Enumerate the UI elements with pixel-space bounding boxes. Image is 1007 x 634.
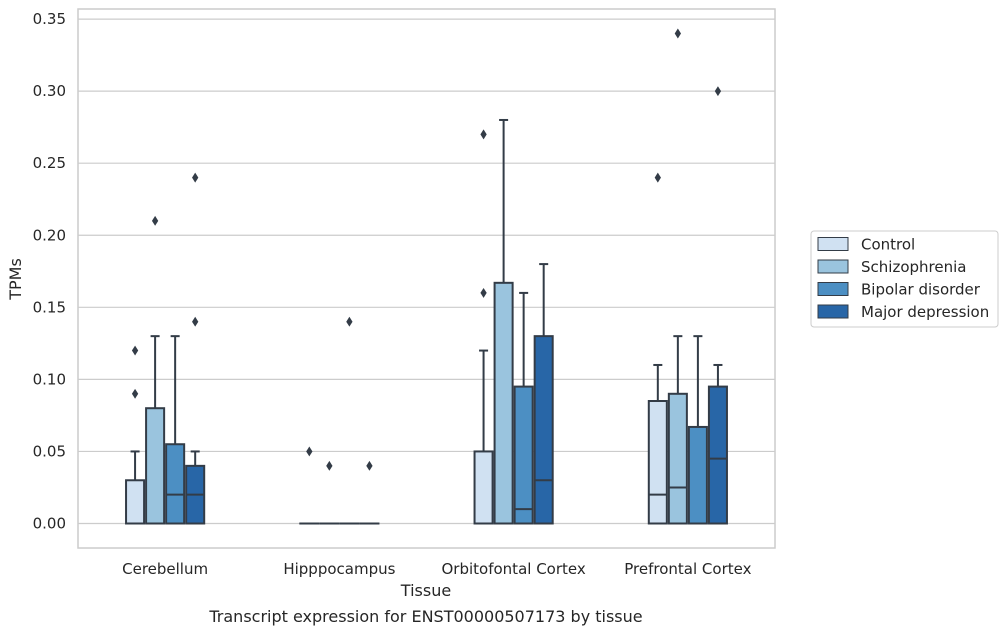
legend-frame bbox=[810, 230, 999, 328]
outlier-point bbox=[192, 316, 199, 327]
box bbox=[707, 385, 728, 525]
outlier-point bbox=[366, 460, 373, 471]
box bbox=[513, 385, 534, 525]
y-tick-label: 0.30 bbox=[33, 82, 66, 100]
x-tick-label: Orbitofontal Cortex bbox=[442, 560, 586, 578]
box bbox=[667, 392, 688, 525]
box bbox=[493, 281, 514, 525]
x-tick-label: Cerebellum bbox=[122, 560, 208, 578]
y-tick-label: 0.20 bbox=[33, 226, 66, 244]
legend-swatch bbox=[817, 304, 849, 319]
y-tick-label: 0.10 bbox=[33, 370, 66, 388]
legend-swatch bbox=[817, 282, 849, 296]
y-tick-label: 0.00 bbox=[33, 515, 66, 533]
legend-label: Bipolar disorder bbox=[861, 281, 981, 299]
outlier-point bbox=[714, 86, 722, 97]
box bbox=[473, 450, 494, 525]
outlier-point bbox=[151, 215, 159, 226]
outlier-point bbox=[480, 287, 487, 298]
y-axis-label: TPMs bbox=[6, 258, 25, 301]
legend-label: Major depression bbox=[861, 303, 989, 321]
outlier-point bbox=[131, 388, 139, 399]
x-tick-label: Prefrontal Cortex bbox=[624, 560, 751, 578]
outlier-point bbox=[192, 172, 199, 183]
box bbox=[687, 425, 708, 525]
y-tick-label: 0.05 bbox=[33, 442, 66, 460]
x-tick-label: Hipppocampus bbox=[283, 560, 395, 578]
outlier-point bbox=[346, 316, 353, 327]
y-tick-label: 0.15 bbox=[33, 298, 66, 316]
outlier-point bbox=[654, 172, 661, 183]
outlier-point bbox=[306, 446, 313, 457]
legend: Control Schizophrenia Bipolar disorder Majo… bbox=[810, 230, 999, 328]
x-axis-label: Tissue bbox=[400, 581, 451, 600]
legend-label: Control bbox=[861, 236, 915, 254]
box bbox=[125, 479, 146, 525]
outlier-point bbox=[480, 129, 487, 140]
box bbox=[145, 407, 166, 525]
outlier-point bbox=[131, 345, 139, 356]
legend-swatch bbox=[817, 259, 849, 274]
box bbox=[533, 335, 554, 525]
y-tick-label: 0.35 bbox=[33, 10, 66, 28]
y-tick-label: 0.25 bbox=[33, 154, 66, 172]
legend-label: Schizophrenia bbox=[861, 258, 966, 276]
x-axis-ticks: Cerebellum Hipppocampus Orbitofontal Corte… bbox=[122, 560, 751, 578]
box bbox=[647, 400, 668, 525]
box-plot-marks bbox=[125, 28, 728, 525]
legend-swatch bbox=[817, 237, 849, 251]
plot-frame bbox=[77, 8, 776, 549]
outlier-point bbox=[326, 460, 333, 471]
y-axis-ticks: 0.00 0.05 0.10 0.15 0.20 0.25 0.30 0.35 bbox=[33, 10, 66, 532]
box bbox=[165, 443, 186, 525]
outlier-point bbox=[674, 28, 682, 39]
figure-caption: Transcript expression for ENST0000050717… bbox=[208, 607, 642, 626]
